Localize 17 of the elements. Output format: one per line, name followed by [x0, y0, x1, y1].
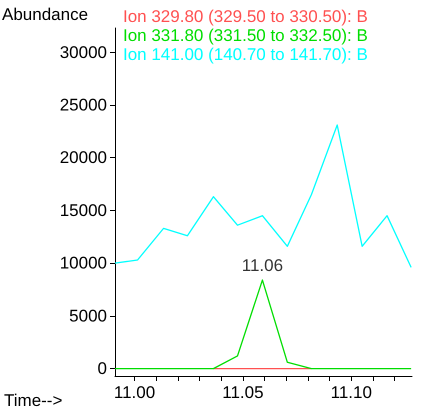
y-tick-label: 10000 — [60, 254, 107, 273]
text: Ion 329.80 (329.50 to 330.50): B — [123, 7, 368, 26]
x-tick-label: 11.00 — [114, 383, 156, 402]
y-tick-label: 30000 — [60, 42, 107, 62]
text: Ion 141.00 (140.70 to 141.70): B — [123, 45, 368, 64]
annotation: 11.06 — [242, 256, 284, 276]
text: Ion 331.80 (331.50 to 332.50): B — [123, 26, 368, 45]
x-tick-label: 11.10 — [330, 383, 372, 402]
x-tick-label: 11.05 — [222, 383, 264, 402]
y-tick-label: 15000 — [60, 200, 107, 220]
y-tick-label: 20000 — [60, 148, 107, 168]
y-tick-label: 0 — [98, 359, 107, 378]
y-axis-title: Abundance — [2, 5, 88, 24]
line-series — [114, 279, 412, 370]
y-tick-label: 25000 — [60, 95, 107, 114]
x-axis-title: Time--> — [4, 391, 62, 410]
y-tick-label: 5000 — [69, 306, 107, 326]
